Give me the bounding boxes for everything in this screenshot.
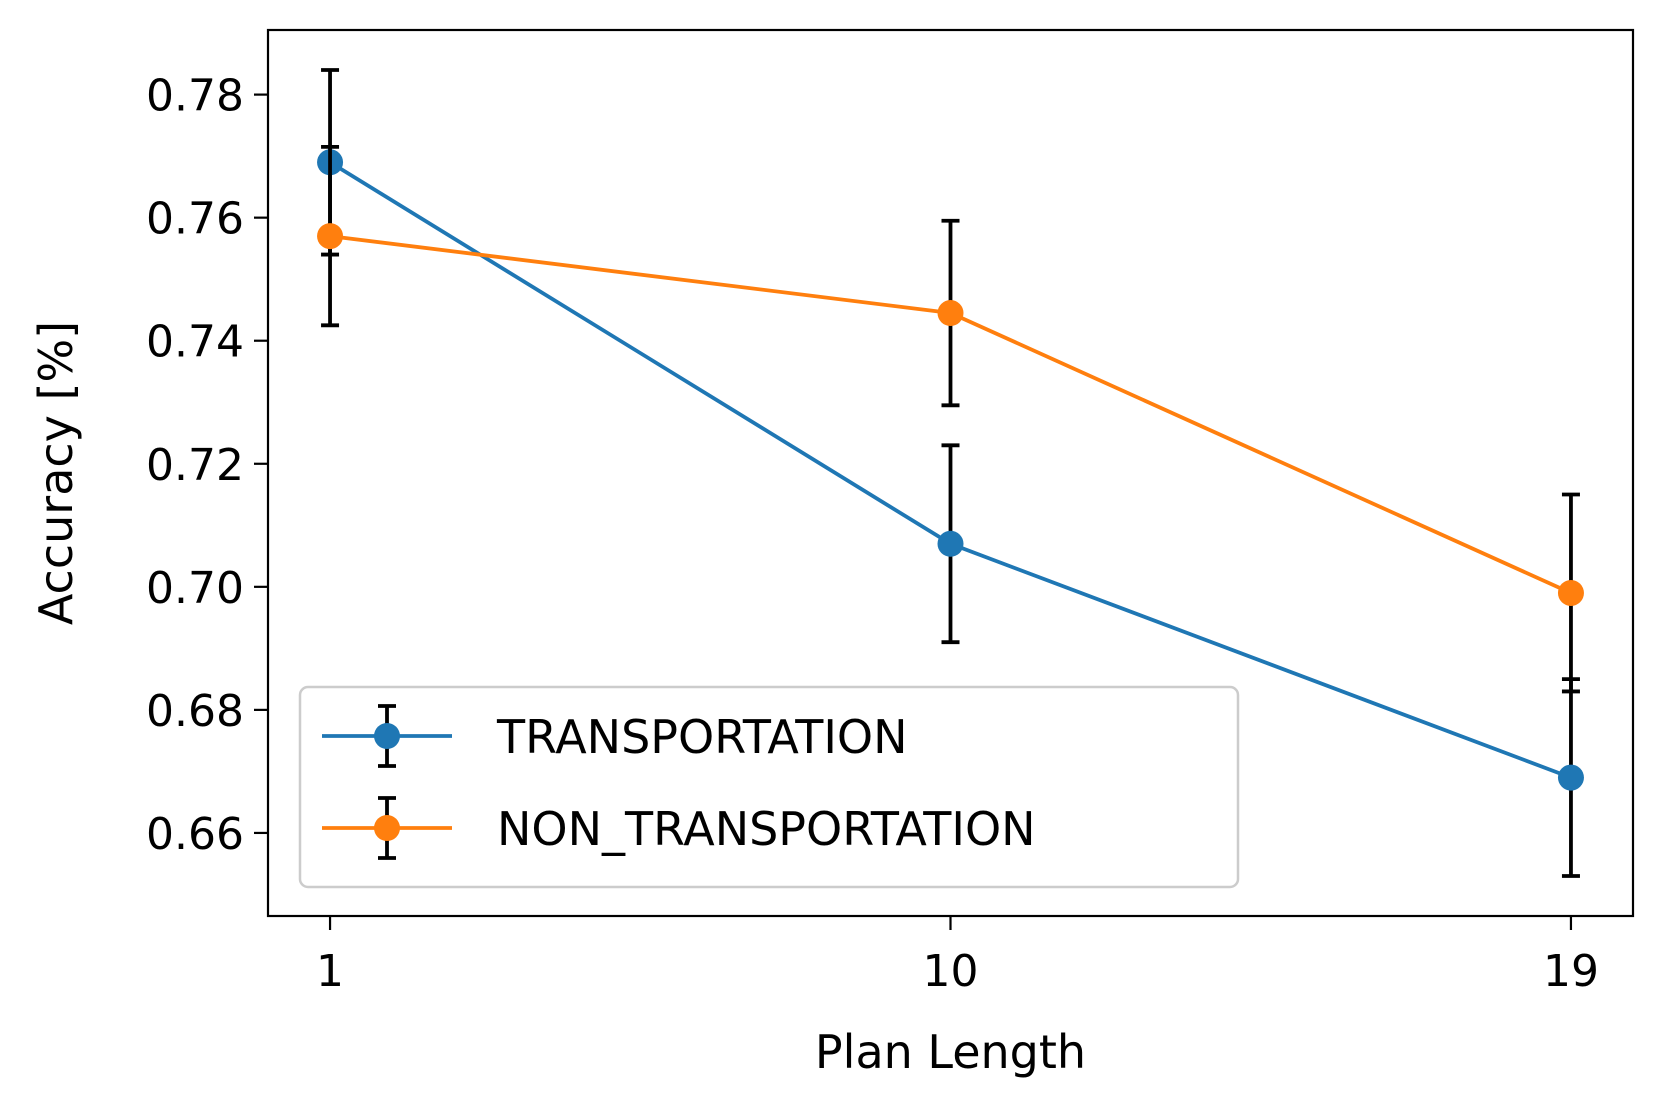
y-tick-label: 0.74 [146, 317, 244, 368]
data-point [1557, 579, 1584, 606]
legend-box [298, 685, 1240, 889]
y-tick-label: 0.68 [146, 686, 244, 737]
x-tick-label: 1 [316, 946, 344, 997]
series-non-transportation [317, 145, 1584, 694]
axis-ticks: 0.66 0.68 0.70 0.72 0.74 0.76 0.78 1 10 19 [146, 71, 1599, 997]
legend-entry: NON_TRANSPORTATION [322, 796, 1036, 860]
y-tick-label: 0.66 [146, 809, 244, 860]
y-tick-label: 0.70 [146, 563, 244, 614]
y-axis-label: Accuracy [%] [29, 321, 83, 625]
y-tick-label: 0.72 [146, 440, 244, 491]
data-point [1557, 764, 1584, 791]
data-point [937, 530, 964, 557]
legend-label: NON_TRANSPORTATION [497, 802, 1036, 856]
data-point [317, 223, 344, 250]
legend-label: TRANSPORTATION [496, 710, 908, 764]
x-tick-label: 19 [1543, 946, 1599, 997]
x-axis-label: Plan Length [815, 1025, 1086, 1079]
y-tick-label: 0.78 [146, 71, 244, 122]
x-tick-label: 10 [923, 946, 979, 997]
plot-marks [317, 68, 1584, 878]
data-point [937, 300, 964, 327]
legend-entry: TRANSPORTATION [322, 704, 908, 768]
legend-marker [374, 723, 400, 749]
legend-marker [374, 815, 400, 841]
y-tick-label: 0.76 [146, 194, 244, 245]
legend: TRANSPORTATION NON_TRANSPORTATION [298, 685, 1240, 889]
